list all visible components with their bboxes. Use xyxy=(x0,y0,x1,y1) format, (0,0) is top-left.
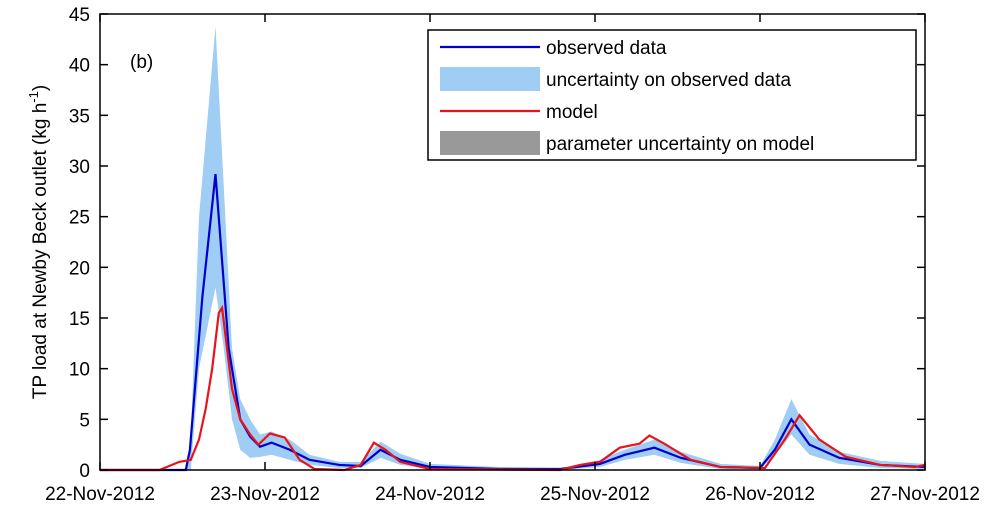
y-tick-label: 45 xyxy=(69,5,90,26)
x-tick-label: 25-Nov-2012 xyxy=(540,484,650,505)
series-line xyxy=(100,173,926,472)
x-tick-label: 26-Nov-2012 xyxy=(705,484,815,505)
y-tick-label: 40 xyxy=(69,56,90,77)
y-tick-label: 10 xyxy=(69,360,90,381)
y-tick-label: 20 xyxy=(69,258,90,279)
series-line xyxy=(100,304,926,472)
legend-label: observed data xyxy=(546,38,667,59)
y-tick-label: 15 xyxy=(69,309,90,330)
legend-patch xyxy=(440,67,540,91)
x-tick-label: 24-Nov-2012 xyxy=(375,484,485,505)
legend-label: parameter uncertainty on model xyxy=(546,134,814,155)
y-label-text: TP load at Newby Beck outlet (kg h xyxy=(30,103,51,399)
y-tick-label: 5 xyxy=(79,410,90,431)
plot-frame xyxy=(99,13,926,471)
legend-label: uncertainty on observed data xyxy=(546,70,791,91)
annotation: (b) xyxy=(130,52,153,73)
legend-patch xyxy=(440,131,540,155)
y-tick-label: 25 xyxy=(69,208,90,229)
y-tick-label: 0 xyxy=(79,461,90,482)
x-tick-label: 27-Nov-2012 xyxy=(870,484,980,505)
x-tick-label: 22-Nov-2012 xyxy=(45,484,155,505)
x-tick-label: 23-Nov-2012 xyxy=(210,484,320,505)
y-tick-label: 35 xyxy=(69,106,90,127)
y-label-suffix: ) xyxy=(30,85,51,91)
y-label-superscript: -1 xyxy=(26,91,41,103)
y-axis-label: TP load at Newby Beck outlet (kg h-1) xyxy=(26,85,51,399)
legend: observed data uncertainty on observed dat… xyxy=(427,29,917,161)
legend-label: model xyxy=(546,102,598,123)
y-tick-label: 30 xyxy=(69,157,90,178)
